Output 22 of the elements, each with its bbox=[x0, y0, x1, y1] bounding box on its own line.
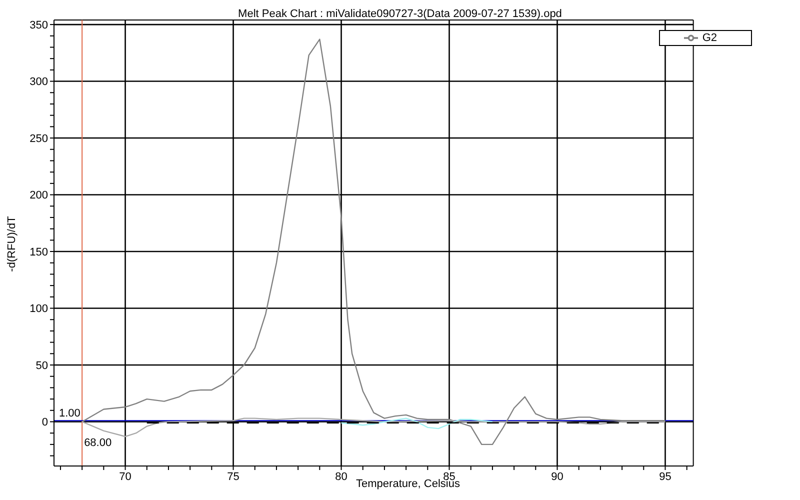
y-axis-title: -d(RFU)/dT bbox=[6, 215, 18, 274]
y-tick-label: 150 bbox=[30, 246, 48, 258]
line-series bbox=[81, 38, 666, 446]
legend-label: G2 bbox=[702, 32, 717, 44]
y-tick-label: 300 bbox=[30, 76, 48, 88]
x-tick-label: 75 bbox=[227, 470, 240, 483]
y-tick-label: 200 bbox=[30, 190, 48, 202]
y-tick-label: 100 bbox=[30, 303, 48, 316]
line-series bbox=[81, 418, 666, 438]
x-tick-label: 80 bbox=[335, 470, 348, 483]
y-tick-label: 50 bbox=[36, 360, 48, 372]
y-tick-label: 350 bbox=[30, 19, 48, 32]
y-tick-label: 0 bbox=[42, 416, 48, 429]
line-series bbox=[340, 418, 494, 430]
ref-line-label: 68.00 bbox=[84, 437, 112, 449]
ref-line-label: 1.00 bbox=[59, 408, 80, 420]
y-tick-label: 250 bbox=[30, 132, 48, 145]
chart-title: Melt Peak Chart : miValidate090727-3(Data 2009-07-27 1539).opd bbox=[237, 8, 563, 20]
x-tick-label: 70 bbox=[119, 470, 132, 483]
x-tick-label: 90 bbox=[551, 470, 564, 483]
x-axis-title: Temperature, Celsius bbox=[356, 478, 460, 490]
x-tick-label: 95 bbox=[659, 470, 672, 483]
